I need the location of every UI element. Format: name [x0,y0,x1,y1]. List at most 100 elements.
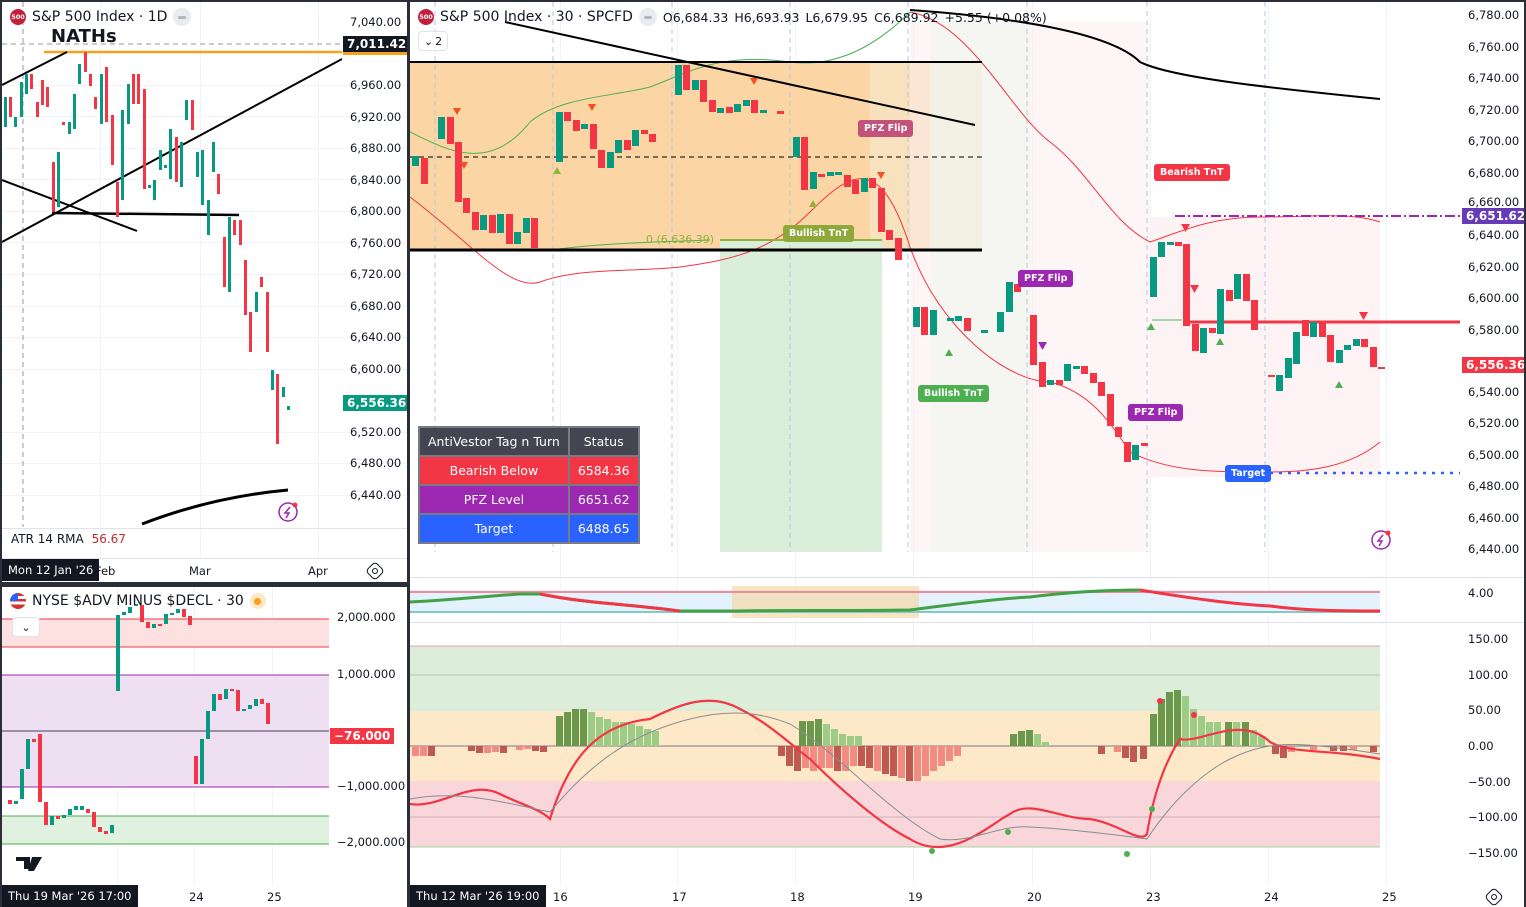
y-tick: 6,920.00 [350,110,402,124]
crosshair-date-chip: Thu 12 Mar '26 19:00 [410,885,546,907]
y-tick: 6,660.00 [1468,195,1520,209]
histogram-oscillator-plot [410,645,1381,857]
breadth-time-axis[interactable]: 24 25 Thu 19 Mar '26 17:00 [2,885,407,907]
y-tick: 2,000.000 [337,610,396,624]
y-tick: 6,520.00 [1468,416,1520,430]
x-tick: 16 [553,890,568,904]
atr-legend[interactable]: ATR 14 RMA 56.67 [11,532,126,546]
y-tick: 6,640.00 [350,330,402,344]
table-row: Target 6488.65 [418,513,640,544]
hide-symbol-button[interactable] [638,8,657,26]
y-tick: 6,680.00 [350,299,402,313]
us-flag-icon [10,593,26,609]
indicators-toggle-button[interactable]: ⌄ 2 [418,31,448,51]
indicator-count: 2 [435,34,443,48]
intraday-time-axis[interactable]: 16 17 18 19 20 23 24 25 Thu 12 Mar '26 1… [410,885,1524,907]
alert-icon [278,502,298,522]
breadth-plot [2,604,329,871]
y-tick: 6,600.00 [350,362,402,376]
hide-symbol-button[interactable] [173,8,192,26]
y-tick: 6,500.00 [1468,448,1520,462]
tradingview-logo-icon [16,857,42,871]
daily-candles [4,52,290,444]
settings-icon[interactable] [365,561,385,581]
bullish-tnt-label[interactable]: Bullish TnT [783,225,855,242]
ohlc-high: H6,693.93 [734,9,800,25]
ohlc-open: O6,684.33 [662,9,729,25]
y-tick: −1,000.000 [337,779,406,793]
daily-chart-pane[interactable]: 500 S&P 500 Index · 1D NATHs 7,040.00 7,… [2,2,407,582]
table-cell-label: Bearish Below [418,455,570,486]
y-tick: 6,460.00 [1468,511,1520,525]
daily-time-axis[interactable]: Feb Mar Apr Mon 12 Jan '26 [2,558,407,581]
intraday-chart-header: 500 S&P 500 Index · 30 · SPCFD O6,684.33… [418,8,1047,26]
pfz-flip-label[interactable]: PFZ Flip [858,120,914,137]
x-tick: 24 [189,890,204,904]
x-tick: 24 [1264,890,1279,904]
price-axis[interactable]: 6,780.00 6,760.00 6,740.00 6,720.00 6,70… [1460,2,1524,557]
y-tick: 6,840.00 [350,173,402,187]
y-tick: 6,600.00 [1468,291,1520,305]
chevron-down-icon: ⌄ [423,34,434,48]
table-row: Bearish Below 6584.36 [418,455,640,486]
y-tick: 150.00 [1468,632,1509,646]
table-cell-value: 6651.62 [567,484,640,515]
y-tick: 6,540.00 [1468,385,1520,399]
y-tick: 0.00 [1468,739,1494,753]
x-tick: 25 [267,890,282,904]
bearish-tnt-label[interactable]: Bearish TnT [1154,164,1230,181]
x-tick: Mar [189,564,211,578]
y-tick: 6,700.00 [1468,134,1520,148]
y-tick: 6,440.00 [1468,542,1520,556]
fib-level-label: 0 (6,636.39) [646,233,715,246]
x-tick: 19 [908,890,923,904]
market-hours-icon[interactable] [249,593,266,609]
breadth-candles [8,604,270,834]
y-tick: 6,520.00 [350,425,402,439]
breadth-chart-header: NYSE $ADV MINUS $DECL · 30 [10,593,266,609]
x-tick: 18 [790,890,805,904]
last-price-tag: 6,556.36 [1462,357,1524,373]
y-tick: 6,780.00 [1468,8,1520,22]
y-tick: −50.00 [1468,775,1511,789]
x-tick: Apr [308,564,328,578]
breadth-chart-pane[interactable]: NYSE $ADV MINUS $DECL · 30 ⌄ 2,000.000 1… [2,587,407,907]
intraday-chart-title[interactable]: S&P 500 Index · 30 · SPCFD [440,9,633,25]
daily-chart-title[interactable]: S&P 500 Index · 1D [32,9,168,25]
naths-annotation[interactable]: NATHs [51,26,117,47]
y-tick: 50.00 [1468,703,1501,717]
table-header: Status [567,426,640,457]
y-tick: 6,480.00 [350,456,402,470]
table-cell-label: PFZ Level [418,484,570,515]
crosshair-date-chip: Thu 19 Mar '26 17:00 [2,885,138,907]
pfz-flip-label[interactable]: PFZ Flip [1018,270,1074,287]
y-tick: 7,040.00 [350,15,402,29]
ath-price-tag: 7,011.42 [343,36,407,55]
intraday-chart-pane[interactable]: 500 S&P 500 Index · 30 · SPCFD O6,684.33… [410,2,1524,907]
collapse-legend-button[interactable]: ⌄ [12,617,40,637]
chevron-down-icon: ⌄ [21,620,31,634]
y-tick: −100.00 [1468,810,1518,824]
y-tick: 6,720.00 [1468,103,1520,117]
y-tick: 6,760.00 [350,236,402,250]
target-label[interactable]: Target [1225,465,1272,482]
breadth-chart-title[interactable]: NYSE $ADV MINUS $DECL · 30 [32,593,244,609]
atr-label: ATR 14 RMA [11,532,84,546]
pfz-level-tag: 6,651.62 [1462,208,1524,224]
last-price-tag: 6,556.36 [343,395,407,411]
y-tick: 6,800.00 [350,204,402,218]
pfz-flip-label[interactable]: PFZ Flip [1128,404,1184,421]
trend-oscillator-plot [410,586,1381,618]
bullish-tnt-label[interactable]: Bullish TnT [918,385,990,402]
x-tick: Feb [95,564,116,578]
settings-icon[interactable] [1484,887,1504,907]
y-tick: −2,000.000 [337,835,406,849]
ohlc-change: +5.55 (+0.08%) [944,9,1047,25]
x-tick: 23 [1146,890,1161,904]
y-tick: 6,480.00 [1468,479,1520,493]
last-value-tag: −76.000 [330,728,395,744]
y-tick: 100.00 [1468,668,1509,682]
intraday-price-plot [410,2,1460,552]
y-tick: 6,740.00 [1468,71,1520,85]
y-tick: 6,440.00 [350,488,402,502]
